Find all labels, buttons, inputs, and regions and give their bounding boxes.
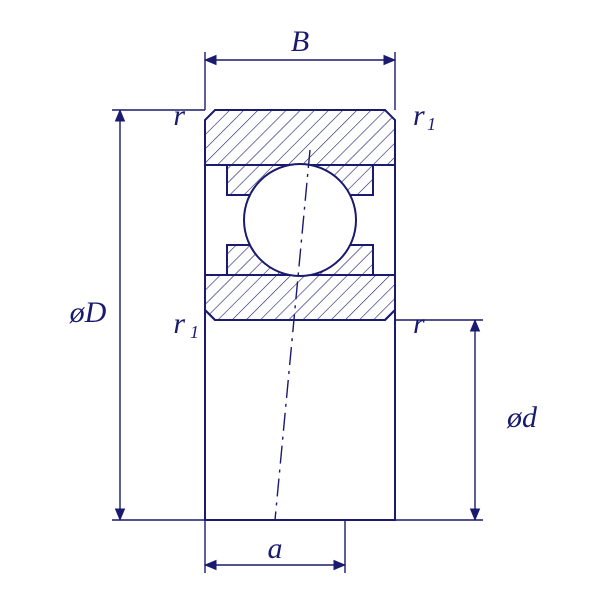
label-B: B <box>291 25 309 58</box>
bearing-cross-section-diagram: BøDødarr1r1r <box>0 0 600 600</box>
label-r1-tr: r <box>413 99 425 132</box>
label-r-tl: r <box>173 99 185 132</box>
label-r-br: r <box>413 307 425 340</box>
bore-body <box>205 310 395 520</box>
label-phid: ød <box>506 401 538 434</box>
label-r1-bl-sub: 1 <box>190 322 199 342</box>
label-r1-bl: r <box>173 307 185 340</box>
label-phiD: øD <box>69 296 107 329</box>
label-a: a <box>268 532 283 565</box>
label-r1-tr-sub: 1 <box>427 114 436 134</box>
